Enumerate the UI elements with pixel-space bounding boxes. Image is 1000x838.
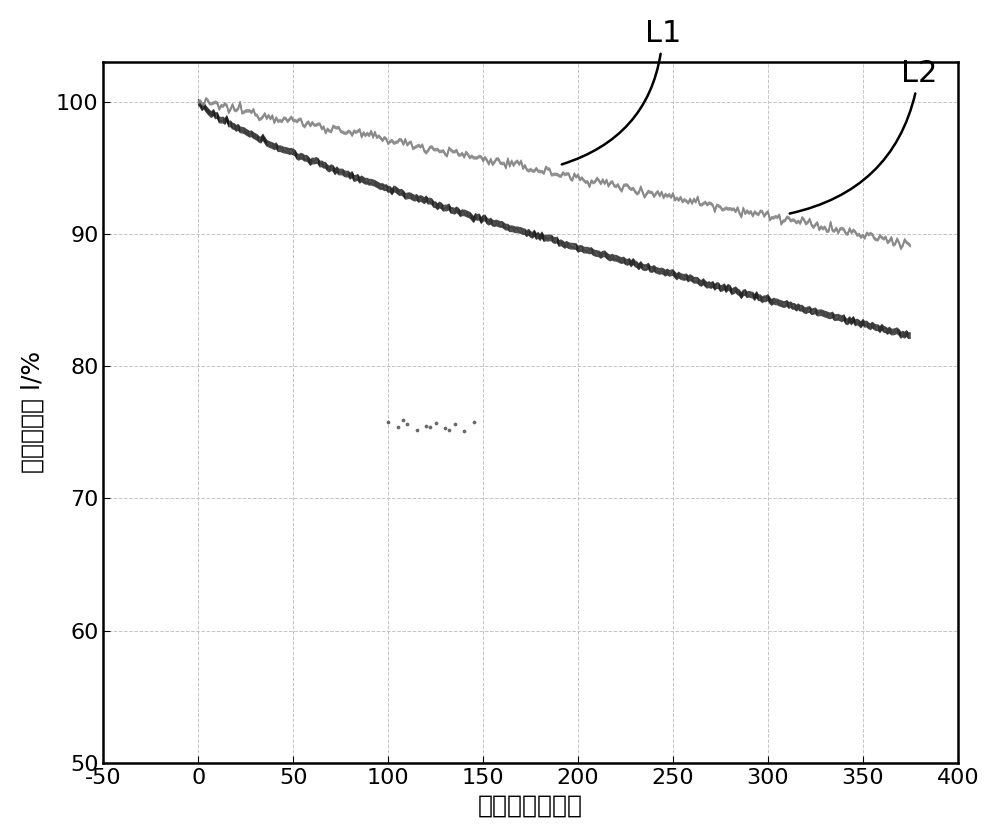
- Point: [422, 421, 438, 434]
- Point: [399, 417, 415, 431]
- Point: [441, 423, 457, 437]
- Point: [456, 424, 472, 437]
- Text: L2: L2: [790, 59, 937, 214]
- Point: [390, 421, 406, 434]
- Point: [418, 419, 434, 432]
- Point: [409, 423, 425, 437]
- Point: [428, 416, 444, 430]
- Text: L1: L1: [562, 19, 681, 164]
- Point: [437, 422, 453, 435]
- Point: [395, 414, 411, 427]
- Point: [447, 417, 463, 431]
- X-axis label: 循环周期（次）: 循环周期（次）: [478, 793, 583, 817]
- Point: [466, 415, 482, 428]
- Point: [380, 415, 396, 428]
- Y-axis label: 容量保持率 l/%: 容量保持率 l/%: [21, 351, 45, 473]
